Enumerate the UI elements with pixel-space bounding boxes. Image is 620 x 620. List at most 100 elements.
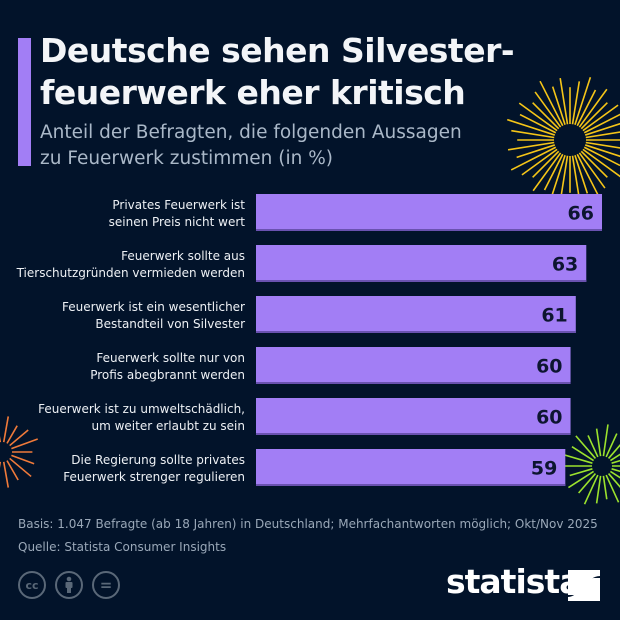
firework-ray [521, 148, 558, 176]
firework-ray [9, 429, 29, 447]
source-note: Quelle: Statista Consumer Insights [18, 540, 227, 554]
firework-ray [574, 154, 589, 194]
firework-ray [605, 433, 618, 458]
data-label: 66 [568, 203, 594, 225]
bar-shadow [256, 331, 576, 333]
firework-ray [507, 141, 555, 151]
bar-row: 66 Privates Feuerwerk ist seinen Preis nic… [109, 194, 602, 231]
bar-chart: 66 Privates Feuerwerk ist seinen Preis nic… [16, 194, 602, 486]
firework-ray [2, 461, 10, 488]
firework-ray [584, 122, 620, 136]
firework-ray [585, 141, 620, 149]
bar-shadow [256, 484, 566, 486]
firework-ray [518, 102, 558, 132]
category-label: um weiter erlaubt zu sein [91, 419, 245, 433]
category-label: Feuerwerk ist zu umweltschädlich, [38, 402, 245, 416]
firework-ray [534, 91, 562, 128]
firework-ray [580, 150, 608, 178]
category-label: Feuerwerk sollte nur von [96, 351, 245, 365]
firework-ray [574, 76, 592, 126]
firework-ray [506, 118, 556, 136]
firework-ray [582, 148, 620, 178]
bar-shadow [256, 382, 571, 384]
statista-logo-mark-icon [568, 570, 600, 601]
firework-ray [559, 155, 569, 199]
firework-ray [2, 416, 10, 443]
subtitle: Anteil der Befragten, die folgenden Auss… [40, 120, 462, 172]
category-label: Feuerwerk sollte aus [121, 249, 245, 263]
firework-ray [609, 470, 620, 479]
firework-ray [602, 424, 609, 457]
cc-label: cc [25, 578, 39, 592]
firework-ray [543, 153, 564, 191]
bar-row: 60 Feuerwerk ist zu umweltschädlich, um we… [38, 398, 571, 435]
person-icon [65, 576, 73, 593]
firework-ray [578, 152, 606, 189]
no-derivatives-icon[interactable]: = [92, 571, 120, 599]
firework-ray [587, 435, 599, 458]
bar [256, 194, 602, 231]
subtitle-line-1: Anteil der Befragten, die folgenden Auss… [40, 122, 462, 143]
firework-ray [609, 453, 620, 462]
data-label: 60 [536, 356, 562, 378]
yellow-firework [506, 76, 620, 204]
firework-ray [559, 77, 569, 125]
firework-ray [568, 470, 595, 489]
firework-ray [11, 454, 35, 465]
title-line-1: Deutsche sehen Silvester- [40, 31, 515, 70]
statista-logo[interactable]: statista [446, 562, 581, 601]
by-attribution-icon[interactable] [55, 571, 83, 599]
firework-ray [583, 146, 620, 167]
data-label: 60 [536, 407, 562, 429]
firework-ray [585, 131, 620, 139]
firework-ray [9, 457, 32, 478]
cc-license-icon[interactable]: cc [18, 571, 46, 599]
bar-row: 63 Feuerwerk sollte aus Tierschutzgründen … [16, 245, 587, 282]
firework-ray [516, 144, 556, 159]
firework-ray [582, 104, 619, 132]
firework-ray [510, 146, 557, 171]
title-line-2: feuerwerk eher kritisch [40, 73, 466, 112]
firework-ray [595, 428, 602, 457]
category-label: Bestandteil von Silvester [95, 317, 245, 331]
firework-ray [6, 460, 19, 481]
nd-label: = [99, 576, 113, 594]
category-label: Die Regierung sollte privates [71, 453, 245, 467]
firework-ray [569, 468, 593, 477]
category-label: Feuerwerk ist ein wesentlicher [62, 300, 245, 314]
firework-ray [561, 453, 593, 464]
bar-shadow [256, 229, 602, 231]
firework-ray [576, 153, 601, 200]
bar [256, 296, 576, 333]
firework-ray [575, 435, 597, 459]
firework-ray [578, 88, 608, 128]
title-accent-bar [18, 38, 31, 166]
firework-ray [532, 152, 562, 192]
category-label: seinen Preis nicht wert [109, 215, 246, 229]
green-firework [561, 424, 620, 505]
firework-ray [583, 113, 620, 134]
bar-row: 60 Feuerwerk sollte nur von Profis abegbra… [90, 347, 571, 384]
firework-ray [6, 425, 18, 444]
bar [256, 449, 566, 486]
category-label: Profis abegbrannt werden [90, 368, 245, 382]
firework-ray [571, 446, 595, 462]
bar [256, 398, 571, 435]
firework-ray [532, 102, 560, 130]
bar-shadow [256, 280, 587, 282]
firework-ray [539, 80, 564, 127]
bar-row: 61 Feuerwerk ist ein wesentlicher Bestandt… [62, 296, 576, 333]
firework-ray [551, 86, 566, 126]
firework-ray [571, 81, 581, 125]
firework-ray [583, 474, 599, 505]
firework-ray [519, 113, 557, 134]
bar [256, 245, 587, 282]
orange-firework [0, 416, 38, 488]
firework-ray [532, 150, 560, 178]
firework-ray [611, 459, 620, 464]
firework-ray [511, 129, 555, 139]
category-label: Feuerwerk strenger regulieren [63, 470, 245, 484]
bar [256, 347, 571, 384]
data-label: 61 [541, 305, 567, 327]
